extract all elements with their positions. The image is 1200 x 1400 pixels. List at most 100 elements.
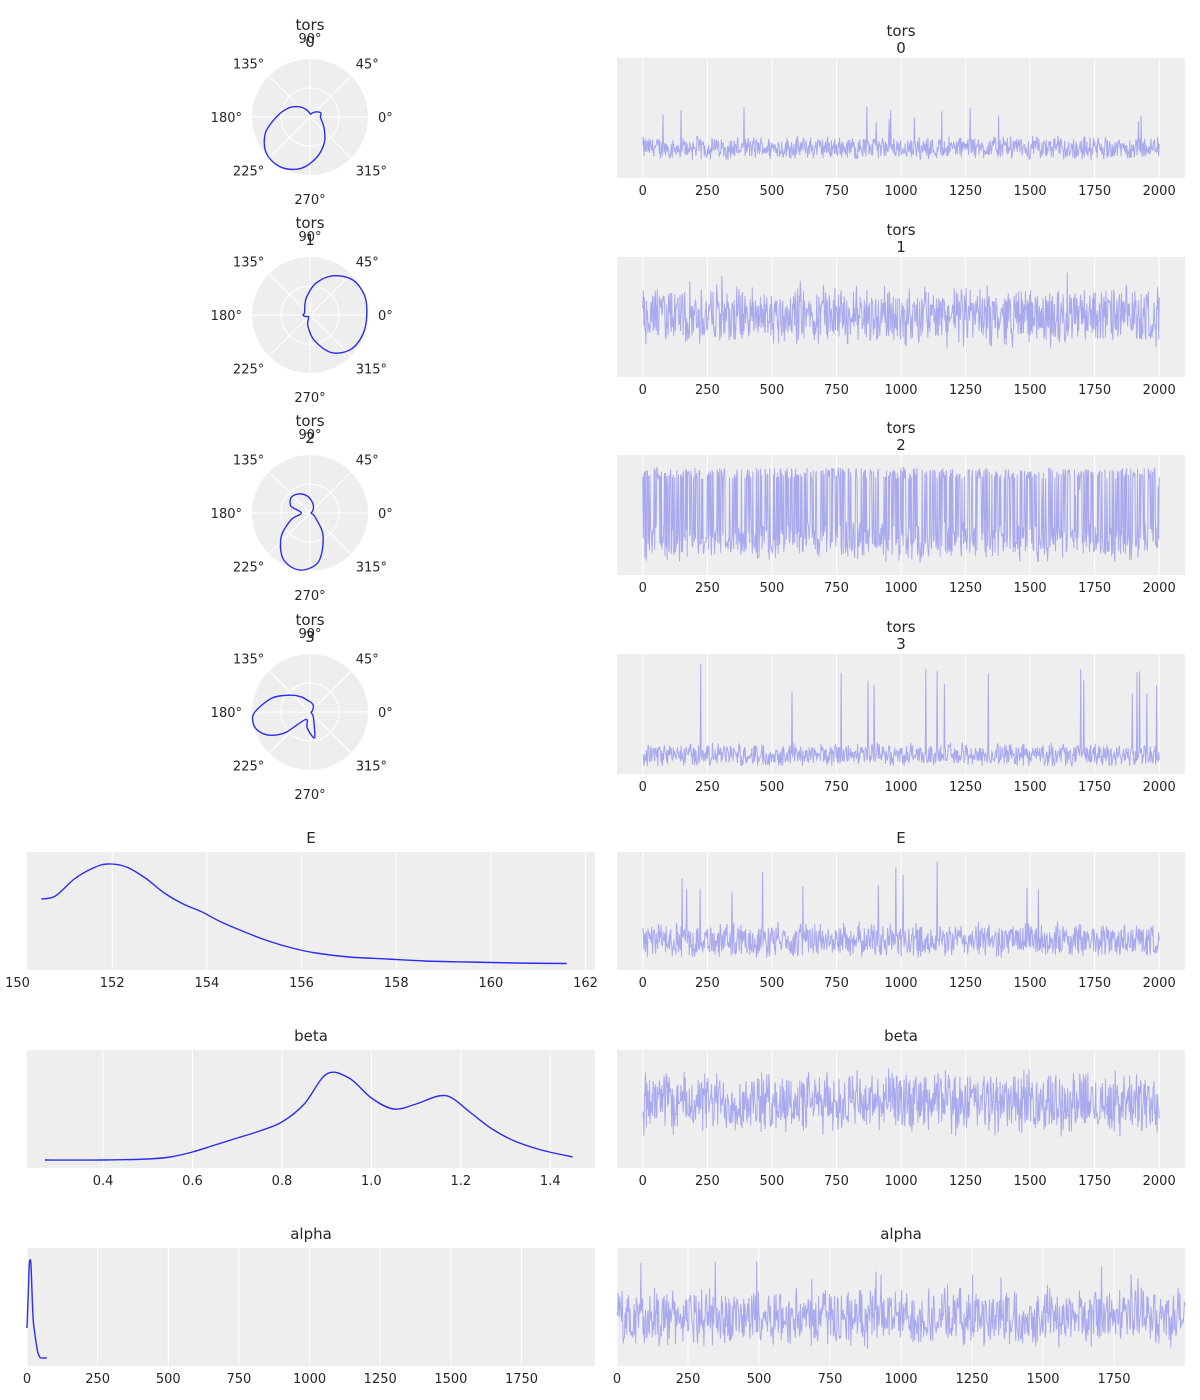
kde-curve xyxy=(26,1259,47,1359)
angle-tick-label: 0° xyxy=(378,507,393,522)
polar-gridcircle xyxy=(280,483,340,543)
x-tick-label: 250 xyxy=(695,184,720,199)
angle-tick-label: 225° xyxy=(233,363,264,378)
panel-title-index: 2 xyxy=(305,429,315,447)
polar-kde-curve xyxy=(302,274,368,354)
x-tick-label: 1.4 xyxy=(540,1174,561,1189)
angle-tick-label: 270° xyxy=(294,788,325,803)
panel-title: tors xyxy=(295,214,324,232)
x-tick-label: 1000 xyxy=(884,976,917,991)
angle-tick-label: 45° xyxy=(356,255,379,270)
x-tick-label: 500 xyxy=(156,1372,181,1387)
x-tick-label: 1500 xyxy=(1014,780,1047,795)
x-tick-label: 1000 xyxy=(884,780,917,795)
angle-tick-label: 180° xyxy=(211,507,242,522)
trace-line xyxy=(642,861,1160,958)
angle-tick-label: 135° xyxy=(233,57,264,72)
trace-line xyxy=(616,1261,1186,1350)
panel-title: beta xyxy=(884,1027,918,1045)
polar-gridcircle xyxy=(280,87,340,147)
x-tick-label: 154 xyxy=(194,976,219,991)
x-tick-label: 500 xyxy=(747,1372,772,1387)
panel-title: tors xyxy=(886,419,915,437)
panel-title-index: 0 xyxy=(305,33,315,51)
angle-tick-label: 45° xyxy=(356,453,379,468)
x-tick-label: 1250 xyxy=(949,581,982,596)
x-tick-label: 0 xyxy=(613,1372,621,1387)
axes-background xyxy=(27,852,595,970)
angle-tick-label: 270° xyxy=(294,589,325,604)
angle-tick-label: 315° xyxy=(356,363,387,378)
trace-panel-4: 0 250 500 750 1000 1250 1500 1750 2000 E xyxy=(617,829,1185,991)
angle-tick-label: 90° xyxy=(298,230,321,245)
angle-tick-label: 270° xyxy=(294,391,325,406)
x-tick-label: 1250 xyxy=(955,1372,988,1387)
x-tick-label: 2000 xyxy=(1143,976,1176,991)
panel-title: alpha xyxy=(290,1225,332,1243)
kde-curve xyxy=(44,1071,573,1161)
panel-title-index: 1 xyxy=(305,231,315,249)
angle-tick-label: 90° xyxy=(298,428,321,443)
panel-title: tors xyxy=(886,221,915,239)
angle-tick-label: 135° xyxy=(233,652,264,667)
x-tick-label: 1250 xyxy=(949,184,982,199)
x-tick-label: 750 xyxy=(824,780,849,795)
x-tick-label: 152 xyxy=(100,976,125,991)
x-tick-label: 1500 xyxy=(1014,1174,1047,1189)
x-tick-label: 1250 xyxy=(949,780,982,795)
x-tick-label: 750 xyxy=(818,1372,843,1387)
panel-title-index: 2 xyxy=(896,436,906,454)
angle-tick-label: 225° xyxy=(233,165,264,180)
angle-tick-label: 180° xyxy=(211,111,242,126)
x-tick-label: 0.6 xyxy=(182,1174,203,1189)
x-tick-label: 2000 xyxy=(1143,383,1176,398)
x-tick-label: 750 xyxy=(227,1372,252,1387)
x-tick-label: 1250 xyxy=(949,976,982,991)
x-tick-label: 1250 xyxy=(949,1174,982,1189)
angle-tick-label: 0° xyxy=(378,706,393,721)
x-tick-label: 1000 xyxy=(884,1174,917,1189)
polar-kde-curve xyxy=(263,105,326,171)
kde-panel-beta: 0.4 0.6 0.8 1.0 1.2 1.4 beta xyxy=(27,1027,595,1189)
polar-gridcircle xyxy=(280,682,340,742)
kde-curve xyxy=(41,863,567,965)
x-tick-label: 1750 xyxy=(1078,184,1111,199)
angle-tick-label: 225° xyxy=(233,561,264,576)
angle-tick-label: 180° xyxy=(211,706,242,721)
x-tick-label: 1750 xyxy=(1097,1372,1130,1387)
angle-tick-label: 180° xyxy=(211,309,242,324)
panel-title: beta xyxy=(294,1027,328,1045)
x-tick-label: 1500 xyxy=(1014,976,1047,991)
panel-title: tors xyxy=(295,611,324,629)
angle-tick-label: 315° xyxy=(356,165,387,180)
angle-tick-label: 135° xyxy=(233,255,264,270)
angle-tick-label: 0° xyxy=(378,309,393,324)
x-tick-label: 250 xyxy=(695,976,720,991)
x-tick-label: 150 xyxy=(5,976,30,991)
x-tick-label: 0.8 xyxy=(272,1174,293,1189)
x-tick-label: 2000 xyxy=(1143,780,1176,795)
x-tick-label: 1500 xyxy=(1014,581,1047,596)
kde-panel-E: 150 152 154 156 158 160 162 E xyxy=(5,829,598,991)
polar-kde-curve xyxy=(279,493,324,571)
x-tick-label: 250 xyxy=(695,780,720,795)
x-tick-label: 0.4 xyxy=(93,1174,114,1189)
x-tick-label: 1500 xyxy=(434,1372,467,1387)
trace-line xyxy=(642,272,1160,349)
x-tick-label: 1000 xyxy=(293,1372,326,1387)
x-tick-label: 2000 xyxy=(1143,1174,1176,1189)
x-tick-label: 250 xyxy=(85,1372,110,1387)
x-tick-label: 1000 xyxy=(884,184,917,199)
trace-panel-6: 0 250 500 750 1000 1250 1500 1750 alpha xyxy=(613,1225,1186,1387)
angle-tick-label: 90° xyxy=(298,627,321,642)
angle-tick-label: 225° xyxy=(233,760,264,775)
x-tick-label: 1500 xyxy=(1014,383,1047,398)
x-tick-label: 500 xyxy=(759,184,784,199)
x-tick-label: 1750 xyxy=(1078,780,1111,795)
